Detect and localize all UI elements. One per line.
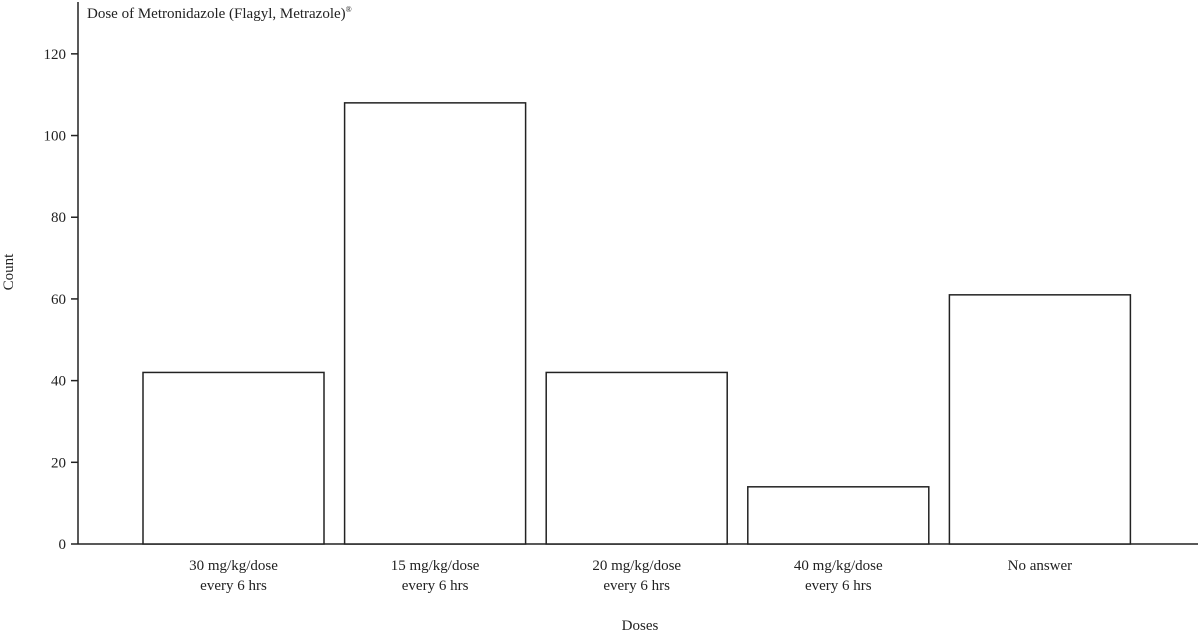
- y-tick-label: 20: [51, 455, 66, 471]
- x-tick-label: 30 mg/kg/dose: [189, 558, 278, 574]
- y-tick-label: 60: [51, 292, 66, 308]
- y-axis-label: Count: [1, 253, 17, 291]
- x-tick-label: every 6 hrs: [402, 578, 469, 594]
- x-tick-label: 20 mg/kg/dose: [592, 558, 681, 574]
- x-tick-label: 15 mg/kg/dose: [391, 558, 480, 574]
- y-tick-label: 100: [44, 129, 67, 145]
- bar: [747, 486, 930, 545]
- bars-group: [142, 102, 1132, 545]
- x-tick-labels: 30 mg/kg/dose every 6 hrs 15 mg/kg/dose eve…: [189, 558, 1072, 594]
- x-tick-label: every 6 hrs: [805, 578, 872, 594]
- chart-title-superscript: ®: [346, 5, 352, 14]
- chart-title: Dose of Metronidazole (Flagyl, Metrazole…: [87, 5, 352, 22]
- y-axis: 0 20 40 60 80 100 120: [44, 2, 79, 553]
- x-tick-label: 40 mg/kg/dose: [794, 558, 883, 574]
- bar: [142, 371, 325, 545]
- y-tick-label: 80: [51, 210, 66, 226]
- y-tick-label: 0: [59, 537, 67, 553]
- y-tick-label: 120: [44, 47, 67, 63]
- bar: [545, 371, 728, 545]
- x-axis-label: Doses: [622, 618, 659, 632]
- x-tick-label: every 6 hrs: [200, 578, 267, 594]
- bar: [343, 102, 527, 545]
- x-tick-label: No answer: [1008, 558, 1073, 574]
- bar: [948, 294, 1132, 545]
- chart-title-text: Dose of Metronidazole (Flagyl, Metrazole…: [87, 6, 346, 22]
- x-tick-label: every 6 hrs: [603, 578, 670, 594]
- y-tick-label: 40: [51, 374, 66, 390]
